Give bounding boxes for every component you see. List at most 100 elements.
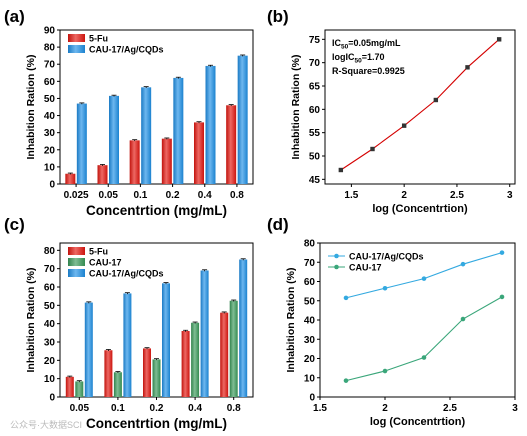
panel-c-ytick-label: 0	[49, 393, 55, 404]
panel-c-ytick-label: 50	[44, 301, 56, 312]
panel-a-xtick-label: 0.8	[230, 190, 244, 201]
panel-b-xtick-label: 2.5	[450, 190, 464, 201]
panel-c-xtick-label: 0.05	[70, 403, 90, 414]
panel-b-ytick-label: 70	[309, 58, 321, 69]
panel-b-point	[370, 146, 375, 152]
panel-c-ytick-label: 60	[44, 283, 56, 294]
panel-c-bar	[104, 350, 113, 397]
panel-c-bar	[200, 270, 209, 397]
panel-a-bar	[109, 95, 119, 184]
panel-c-bar	[113, 372, 122, 397]
panel-a-legend-swatch	[68, 45, 85, 53]
panel-c-bar	[229, 300, 238, 397]
panel-b-annotation-rsquare: R-Square=0.9925	[332, 66, 405, 76]
panel-b-ytick-label: 65	[309, 82, 321, 93]
panel-c-legend-label: CAU-17/Ag/CQDs	[89, 269, 164, 279]
panel-a-ytick-label: 90	[44, 26, 56, 37]
panel-c-legend-swatch	[68, 269, 85, 277]
panel-c-ytick-label: 80	[44, 246, 56, 257]
panel-d-ytick-label: 0	[309, 393, 315, 404]
panel-d-point	[460, 316, 466, 322]
panel-c-bar	[65, 376, 74, 397]
panel-d-ytick-label: 60	[304, 277, 316, 288]
panel-d-ytick-label: 40	[304, 316, 316, 327]
panel-a-ytick-label: 70	[44, 60, 56, 71]
panel-d-point	[421, 355, 427, 360]
panel-a-bar	[65, 173, 76, 184]
panel-d-xtick-label: 3	[512, 403, 518, 414]
panel-a-legend-label: 5-Fu	[89, 34, 108, 44]
panel-b-point	[465, 65, 470, 70]
panel-c-xtick-label: 0.2	[150, 403, 164, 414]
panel-a-ytick-label: 30	[44, 128, 56, 139]
annot-subscript: 50	[355, 58, 363, 65]
panel-c-ylabel: Inhabition Ration (%)	[25, 268, 37, 373]
panel-d-xtick-label: 1.5	[313, 403, 327, 414]
panel-label-c: (c)	[4, 215, 25, 234]
panel-d-point	[343, 295, 349, 301]
panel-c-bar	[220, 312, 229, 397]
panel-d-xlabel: log (Concentrtion)	[370, 416, 466, 428]
panel-d-point	[382, 285, 388, 291]
panel-b-point	[401, 123, 407, 128]
panel-a-xtick-label: 0.2	[166, 190, 180, 201]
panel-a-legend-label: CAU-17/Ag/CQDs	[89, 45, 164, 55]
panel-a-xlabel: Concentrtion (mg/mL)	[86, 203, 227, 218]
panel-b-point	[496, 37, 502, 42]
panel-a-ylabel: Inhabition Ration (%)	[25, 55, 37, 160]
panel-c-ytick-label: 20	[44, 356, 56, 367]
panel-d-ytick-label: 50	[304, 296, 316, 307]
panel-d-ylabel: Inhabition Ration (%)	[285, 268, 297, 373]
panel-d-ytick-label: 20	[304, 354, 316, 365]
panel-b-xtick-label: 2	[401, 190, 407, 201]
panel-label-b: (b)	[267, 7, 289, 26]
panel-d-xtick-label: 2	[382, 403, 388, 414]
panel-c-bar	[84, 302, 93, 397]
annot-part: IC	[332, 38, 342, 48]
panel-c-bar	[162, 283, 170, 397]
panel-a-bar	[141, 87, 152, 184]
panel-a-xtick-label: 0.1	[133, 190, 147, 201]
panel-d-xtick-label: 2.5	[443, 403, 457, 414]
panel-a-bar	[97, 165, 108, 184]
panel-c-legend-swatch	[68, 247, 85, 255]
panel-d-ytick-label: 10	[304, 373, 316, 384]
panel-d-series-line	[345, 296, 503, 382]
panel-c-legend-swatch	[68, 258, 85, 266]
panel-a-ytick-label: 20	[44, 145, 56, 156]
panel-a-ytick-label: 60	[44, 77, 56, 88]
panel-d-legend-marker	[334, 264, 339, 270]
panel-b-annotation-ic50: IC50=0.05mg/mL	[332, 38, 401, 51]
panel-c-legend-label: CAU-17	[89, 258, 122, 268]
panel-a-bar	[161, 138, 172, 184]
panel-b-ytick-label: 60	[309, 105, 321, 116]
panel-b-point	[433, 97, 439, 103]
panel-d-ytick-label: 70	[304, 258, 316, 269]
panel-a-ytick-label: 0	[49, 180, 55, 191]
panel-c-ytick-label: 40	[44, 319, 56, 330]
panel-c-bar	[239, 259, 248, 397]
panel-a-bar	[173, 77, 184, 184]
panel-a-bar	[129, 140, 140, 184]
panel-d-point	[343, 378, 349, 383]
panel-b-series-line	[340, 38, 500, 171]
panel-label-d: (d)	[267, 215, 289, 234]
annot-part: logIC	[332, 52, 355, 62]
panel-a-bar	[76, 103, 87, 184]
panel-c-bar	[152, 359, 161, 397]
panel-c-bar	[191, 322, 200, 397]
panel-a-ytick-label: 50	[44, 94, 56, 105]
panel-d-point	[382, 368, 388, 374]
panel-c-xtick-label: 0.8	[227, 403, 241, 414]
panel-c-xlabel: Concentrtion (mg/mL)	[86, 416, 227, 431]
panel-b-xtick-label: 1.5	[344, 190, 358, 201]
panel-a-legend-swatch	[68, 34, 85, 42]
panel-c-bar	[143, 348, 151, 397]
panel-a-ytick-label: 80	[44, 43, 56, 54]
panel-a-xtick-label: 0.05	[99, 190, 119, 201]
panel-a-xtick-label: 0.4	[198, 190, 212, 201]
annot-subscript: 50	[341, 44, 349, 51]
panel-a-ytick-label: 10	[44, 162, 56, 173]
panel-b-xtick-label: 3	[507, 190, 513, 201]
